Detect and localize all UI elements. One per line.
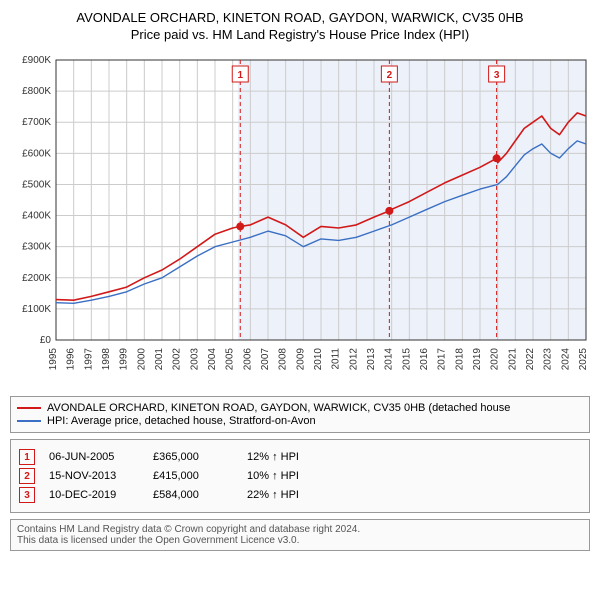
event-badge: 1 [19,449,35,465]
legend-item: AVONDALE ORCHARD, KINETON ROAD, GAYDON, … [17,402,583,414]
svg-text:£100K: £100K [22,304,51,315]
svg-text:£400K: £400K [22,211,51,222]
event-date: 15-NOV-2013 [49,470,139,482]
svg-text:2023: 2023 [543,348,554,371]
svg-text:£300K: £300K [22,242,51,253]
svg-text:£700K: £700K [22,117,51,128]
svg-text:£800K: £800K [22,86,51,97]
svg-text:£500K: £500K [22,179,51,190]
svg-text:2008: 2008 [278,348,289,371]
svg-text:2024: 2024 [560,348,571,371]
svg-text:3: 3 [494,70,500,81]
svg-text:2022: 2022 [525,348,536,371]
svg-text:1996: 1996 [66,348,77,371]
svg-text:2020: 2020 [490,348,501,371]
svg-text:2019: 2019 [472,348,483,371]
event-date: 06-JUN-2005 [49,451,139,463]
svg-text:2012: 2012 [348,348,359,371]
event-row: 2 15-NOV-2013 £415,000 10% ↑ HPI [19,468,581,484]
chart-subtitle: Price paid vs. HM Land Registry's House … [10,27,590,42]
svg-text:1997: 1997 [83,348,94,371]
chart-title: AVONDALE ORCHARD, KINETON ROAD, GAYDON, … [10,10,590,25]
svg-text:2010: 2010 [313,348,324,371]
event-badge: 2 [19,468,35,484]
legend-item: HPI: Average price, detached house, Stra… [17,415,583,427]
svg-text:2021: 2021 [507,348,518,371]
chart-plot: £0 £100K £200K £300K £400K £500K £600K £700K £80… [10,50,590,390]
legend: AVONDALE ORCHARD, KINETON ROAD, GAYDON, … [10,396,590,433]
svg-text:2009: 2009 [295,348,306,371]
chart-container: AVONDALE ORCHARD, KINETON ROAD, GAYDON, … [0,0,600,561]
svg-text:2002: 2002 [172,348,183,371]
svg-text:1995: 1995 [48,348,59,371]
svg-text:2004: 2004 [207,348,218,371]
event-badge: 3 [19,487,35,503]
event-date: 10-DEC-2019 [49,489,139,501]
svg-text:£200K: £200K [22,273,51,284]
svg-text:2006: 2006 [242,348,253,371]
legend-swatch [17,407,41,409]
event-pct: 10% ↑ HPI [247,470,357,482]
event-row: 1 06-JUN-2005 £365,000 12% ↑ HPI [19,449,581,465]
svg-text:2011: 2011 [331,348,342,370]
svg-text:2: 2 [387,70,393,81]
event-pct: 22% ↑ HPI [247,489,357,501]
events-table: 1 06-JUN-2005 £365,000 12% ↑ HPI 2 15-NOV-201… [10,439,590,513]
event-price: £415,000 [153,470,233,482]
svg-text:2025: 2025 [578,348,589,371]
svg-text:2005: 2005 [225,348,236,371]
svg-text:2014: 2014 [384,348,395,371]
svg-text:2003: 2003 [189,348,200,371]
svg-text:£600K: £600K [22,148,51,159]
svg-text:2018: 2018 [454,348,465,371]
svg-text:2001: 2001 [154,348,165,371]
event-price: £584,000 [153,489,233,501]
attribution-line2: This data is licensed under the Open Gov… [17,535,583,546]
svg-text:2013: 2013 [366,348,377,371]
chart-svg: £0 £100K £200K £300K £400K £500K £600K £700K £80… [10,50,590,390]
svg-text:£900K: £900K [22,55,51,66]
event-price: £365,000 [153,451,233,463]
legend-label: AVONDALE ORCHARD, KINETON ROAD, GAYDON, … [47,402,510,414]
legend-swatch [17,420,41,422]
svg-text:2000: 2000 [136,348,147,371]
attribution-line1: Contains HM Land Registry data © Crown c… [17,524,583,535]
svg-text:1: 1 [237,70,243,81]
attribution: Contains HM Land Registry data © Crown c… [10,519,590,551]
svg-text:1999: 1999 [119,348,130,371]
svg-text:2016: 2016 [419,348,430,371]
legend-label: HPI: Average price, detached house, Stra… [47,415,316,427]
svg-text:1998: 1998 [101,348,112,371]
event-pct: 12% ↑ HPI [247,451,357,463]
svg-text:2007: 2007 [260,348,271,371]
svg-text:2015: 2015 [401,348,412,371]
event-row: 3 10-DEC-2019 £584,000 22% ↑ HPI [19,487,581,503]
svg-text:£0: £0 [40,335,52,346]
svg-text:2017: 2017 [437,348,448,371]
